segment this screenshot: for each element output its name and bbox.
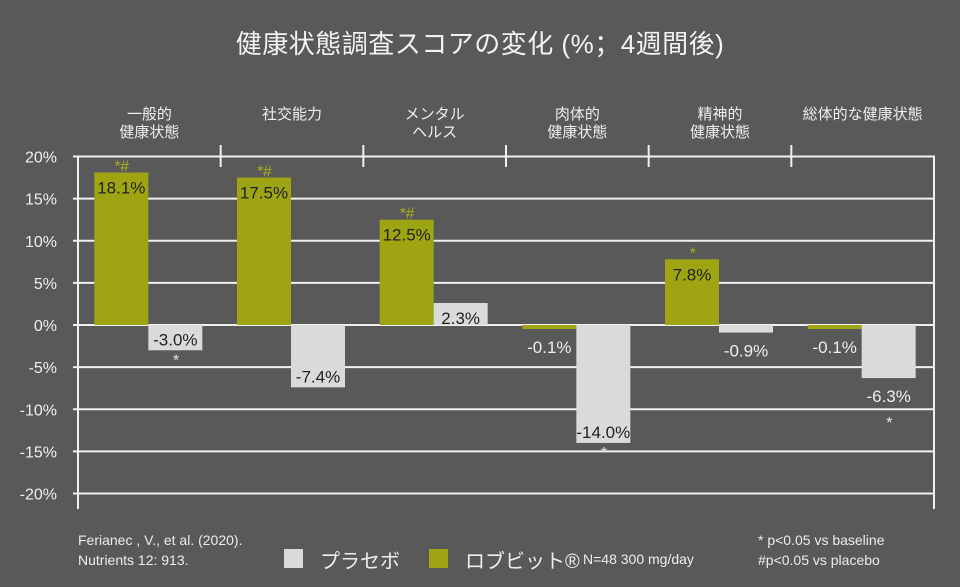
y-tick-label: -10% bbox=[20, 402, 57, 419]
data-label: 2.3% bbox=[441, 309, 480, 328]
bar-placebo bbox=[148, 325, 203, 351]
category-label: 肉体的 bbox=[555, 106, 600, 123]
citation-line: Ferianec , V., et al. (2020). bbox=[78, 532, 243, 548]
y-tick-label: -5% bbox=[29, 360, 57, 377]
significance-marker: * bbox=[886, 415, 893, 432]
category-label: 健康状態 bbox=[690, 124, 750, 141]
significance-marker: *# bbox=[399, 206, 415, 223]
note-baseline: * p<0.05 vs baseline bbox=[758, 532, 885, 548]
bar-placebo bbox=[861, 325, 916, 379]
bar-lovebit bbox=[807, 325, 862, 329]
chart-title: 健康状態調査スコアの変化 (%；4週間後) bbox=[235, 29, 725, 59]
data-label: -0.9% bbox=[724, 342, 768, 361]
category-label: メンタル bbox=[405, 106, 465, 123]
bar-lovebit bbox=[665, 259, 719, 325]
legend-swatch-placebo bbox=[284, 549, 303, 568]
y-tick-label: 15% bbox=[25, 192, 57, 209]
significance-notes: * p<0.05 vs baseline #p<0.05 vs placebo bbox=[758, 530, 884, 570]
data-label: -0.1% bbox=[812, 338, 856, 357]
bar-placebo bbox=[719, 325, 773, 333]
y-tick-label: 10% bbox=[25, 234, 57, 251]
y-tick-label: 0% bbox=[34, 318, 57, 335]
legend-label-placebo: プラセボ bbox=[320, 551, 400, 573]
legend-label-lovebit: ロブビット® bbox=[465, 551, 580, 573]
significance-marker: * bbox=[689, 245, 696, 262]
bar-lovebit bbox=[94, 172, 149, 325]
y-tick-label: -15% bbox=[20, 444, 57, 461]
data-label: -6.3% bbox=[866, 387, 910, 406]
legend-swatch-lovebit bbox=[429, 549, 448, 568]
bar-placebo bbox=[291, 325, 345, 388]
y-tick-label: 20% bbox=[25, 150, 57, 167]
data-label: -14.0% bbox=[576, 423, 630, 442]
bar-placebo bbox=[433, 303, 488, 325]
bar-lovebit bbox=[522, 325, 577, 329]
bar-lovebit bbox=[379, 219, 434, 325]
data-label: 17.5% bbox=[240, 184, 288, 203]
data-label: -0.1% bbox=[527, 338, 571, 357]
note-placebo: #p<0.05 vs placebo bbox=[758, 552, 880, 568]
bar-lovebit bbox=[237, 177, 291, 325]
category-label: 社交能力 bbox=[262, 105, 322, 123]
y-tick-label: -20% bbox=[20, 487, 57, 504]
data-label: -7.4% bbox=[296, 367, 340, 386]
citation-line: Nutrients 12: 913. bbox=[78, 552, 189, 568]
data-label: -3.0% bbox=[153, 330, 197, 349]
significance-marker: *# bbox=[114, 159, 130, 176]
category-label: 健康状態 bbox=[547, 124, 607, 141]
citation: Ferianec , V., et al. (2020). Nutrients … bbox=[78, 530, 242, 570]
category-label: 総体的な健康状態 bbox=[803, 106, 923, 123]
category-label: 健康状態 bbox=[119, 124, 179, 141]
significance-marker: * bbox=[600, 445, 607, 462]
category-label: 精神的 bbox=[697, 106, 742, 123]
dose-note: N=48 300 mg/day bbox=[583, 551, 694, 567]
data-label: 7.8% bbox=[673, 265, 712, 284]
significance-marker: *# bbox=[256, 164, 272, 181]
category-label: ヘルス bbox=[412, 124, 457, 141]
y-tick-label: 5% bbox=[34, 276, 57, 293]
bar-placebo bbox=[576, 325, 631, 443]
data-label: 12.5% bbox=[383, 226, 431, 245]
significance-marker: * bbox=[172, 352, 179, 369]
data-label: 18.1% bbox=[97, 179, 145, 198]
category-label: 一般的 bbox=[127, 106, 172, 123]
